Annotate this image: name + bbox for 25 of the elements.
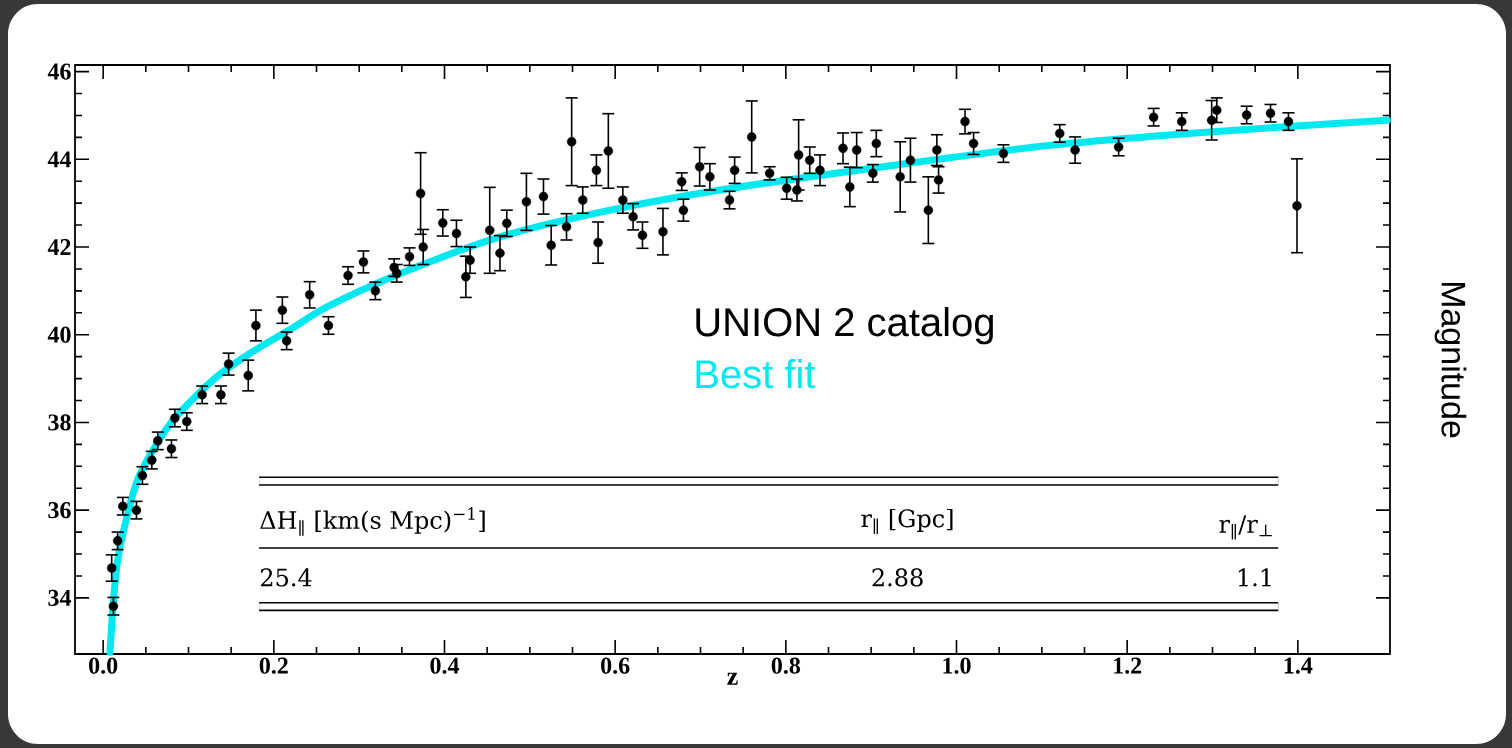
annotation: ΔH$_{∥}$ [km(s Mpc)$^{−1}$] — [260, 507, 485, 536]
x-tick-label: 0.4 — [430, 657, 460, 674]
x-tick-label: 0.0 — [89, 657, 118, 674]
x-tick-label: 0.6 — [601, 657, 630, 674]
annotation: 25.4 — [260, 568, 312, 587]
y-tick-label: 40 — [47, 326, 71, 343]
x-tick-label: 0.8 — [771, 657, 801, 674]
x-tick-label: 1.2 — [1114, 657, 1142, 674]
y-tick-label: 34 — [48, 589, 72, 606]
x-tick-label: 1.4 — [1284, 657, 1313, 674]
x-tick-label: 1.0 — [943, 657, 971, 674]
x-tick-label: 0.2 — [259, 657, 288, 674]
y-axis-title: Magnitude — [1434, 282, 1467, 438]
y-tick-label: 42 — [47, 239, 71, 255]
x-axis-title: z — [727, 672, 738, 685]
y-tick-label: 44 — [47, 151, 72, 168]
annotation: 1.1 — [1238, 568, 1271, 587]
y-tick-label: 38 — [48, 414, 71, 431]
y-tick-label: 46 — [47, 63, 71, 80]
text: Best fit — [696, 359, 816, 389]
series-label: UNION 2 catalog — [696, 307, 993, 345]
annotation: 2.88 — [872, 568, 923, 587]
annotation: r$_{∥}$ [Gpc] — [861, 508, 953, 535]
y-tick-label: 36 — [48, 502, 71, 519]
annotation: r$_{∥}$/r$_{⊥}$ — [1219, 515, 1272, 540]
